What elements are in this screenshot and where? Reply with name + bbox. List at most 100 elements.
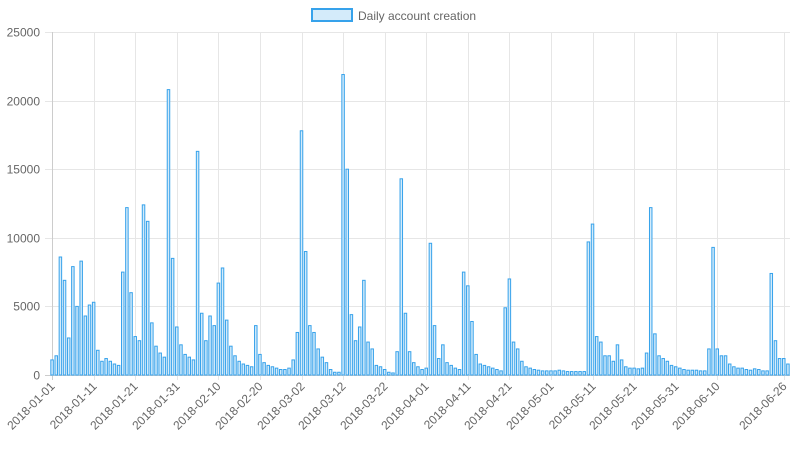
bar[interactable] [316,348,320,376]
bar[interactable] [328,369,333,376]
bar[interactable] [104,358,108,376]
bar[interactable] [403,312,408,376]
bar[interactable] [565,371,570,376]
bar[interactable] [320,356,325,376]
bar[interactable] [382,369,387,376]
legend-swatch[interactable] [311,8,353,22]
bar[interactable] [486,366,491,376]
bar[interactable] [491,367,495,376]
bar[interactable] [83,315,88,376]
bar[interactable] [116,364,121,376]
bar[interactable] [757,369,761,376]
bar[interactable] [266,364,271,376]
bar[interactable] [669,364,674,376]
bar[interactable] [324,362,329,376]
bar[interactable] [50,359,54,376]
bar[interactable] [58,256,63,376]
bar[interactable] [536,369,541,376]
bar[interactable] [249,366,254,376]
bar[interactable] [644,352,649,376]
bar[interactable] [428,242,433,376]
bar[interactable] [229,345,233,376]
bar[interactable] [594,336,599,376]
bar[interactable] [686,369,690,376]
bar[interactable] [108,360,113,376]
bar[interactable] [199,312,204,376]
bar[interactable] [283,369,287,376]
bar[interactable] [71,266,75,376]
bar[interactable] [345,168,349,376]
bar[interactable] [590,223,595,376]
bar[interactable] [407,351,412,376]
bar[interactable] [682,369,686,376]
bar[interactable] [528,367,532,376]
bar[interactable] [278,369,283,376]
bar[interactable] [769,272,774,376]
bar[interactable] [524,366,528,376]
bar[interactable] [520,360,524,376]
bar[interactable] [374,364,379,376]
bar[interactable] [449,364,453,376]
bar[interactable] [611,360,616,376]
bar[interactable] [732,366,736,376]
bar[interactable] [457,369,462,376]
bar[interactable] [353,340,358,376]
bar[interactable] [694,369,699,376]
bar[interactable] [432,325,437,376]
bar[interactable] [121,271,125,376]
bar[interactable] [349,314,354,376]
bar[interactable] [461,271,466,376]
bar[interactable] [607,355,611,376]
bar[interactable] [540,370,545,376]
bar[interactable] [640,367,645,376]
bar[interactable] [287,367,291,376]
bar[interactable] [54,355,58,376]
bar[interactable] [561,370,566,376]
bar[interactable] [395,351,399,376]
bar[interactable] [569,371,574,376]
bar[interactable] [241,363,246,376]
bar[interactable] [274,367,279,376]
legend[interactable]: Daily account creation [311,8,476,23]
bar[interactable] [237,360,241,376]
bar[interactable] [220,267,225,376]
bar[interactable] [399,178,404,376]
bar[interactable] [478,363,483,376]
bar[interactable] [378,366,383,376]
bar[interactable] [678,367,682,376]
bar[interactable] [453,367,458,376]
bar[interactable] [503,307,507,376]
bar[interactable] [603,355,607,376]
legend-label[interactable]: Daily account creation [358,9,476,23]
bar[interactable] [303,251,308,376]
bar[interactable] [761,370,765,376]
bar[interactable] [308,325,312,376]
bar[interactable] [262,362,266,376]
bar[interactable] [162,356,167,376]
bar[interactable] [470,320,474,376]
bar[interactable] [441,344,445,376]
bar[interactable] [212,325,216,376]
bar[interactable] [245,364,250,376]
bar[interactable] [578,371,582,376]
bar[interactable] [736,367,740,376]
bar[interactable] [599,341,603,376]
bar[interactable] [557,369,562,376]
bar[interactable] [179,344,183,376]
bar[interactable] [553,370,557,376]
bar[interactable] [416,366,420,376]
bar[interactable] [624,366,628,376]
bar[interactable] [125,207,129,376]
bar[interactable] [507,278,512,376]
bar[interactable] [183,353,187,376]
bar[interactable] [129,292,133,376]
bar[interactable] [727,363,732,376]
bar[interactable] [445,362,449,376]
bar[interactable] [752,368,757,376]
bar[interactable] [66,337,71,376]
bar[interactable] [216,282,221,376]
bar[interactable] [474,353,478,376]
bar[interactable] [482,364,487,376]
bar[interactable] [312,331,316,376]
bar[interactable] [133,336,137,376]
